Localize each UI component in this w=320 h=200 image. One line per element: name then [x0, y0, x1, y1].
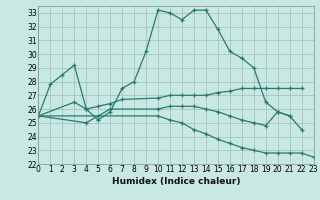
- X-axis label: Humidex (Indice chaleur): Humidex (Indice chaleur): [112, 177, 240, 186]
